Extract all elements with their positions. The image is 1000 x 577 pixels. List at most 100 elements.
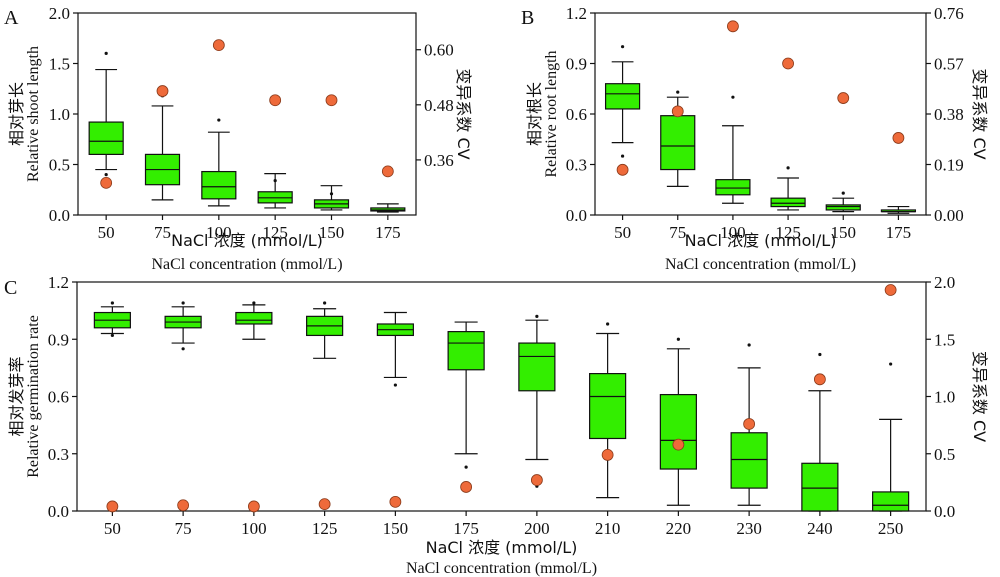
y-tick-label: 0.6 [566,105,587,124]
x-tick-label: 200 [524,519,550,538]
x-tick-label: 100 [206,223,232,242]
y-tick-label: 0.3 [48,445,69,464]
box-150 [313,185,350,211]
cv-point [782,57,794,70]
y2-tick-label: 0.57 [934,55,964,74]
outlier-point [889,362,893,366]
iqr-box [770,197,806,208]
y2-tick-label: 2.0 [934,273,955,292]
cv-point [884,284,897,296]
y-tick-label: 0.5 [49,156,70,175]
y2-tick-label: 0.48 [424,96,454,115]
outlier-point [273,179,277,183]
panel-a: A 0.0 0.5 1.0 1.5 2.0 0.36 0.48 0.60 50 75 100 125 15… [4,4,473,273]
x-axis-title-cn: NaCl 浓度 (mmol/L) [426,538,578,557]
box-50 [88,51,124,177]
plot-frame [594,12,927,216]
iqr-box [201,170,237,200]
y-tick-label: 0.9 [48,330,69,349]
iqr-box [825,204,861,211]
y2-tick-label: 0.5 [934,445,955,464]
x-tick-label: 125 [775,223,801,242]
y2-tick-label: 0.0 [934,502,955,521]
cv-point [743,418,756,430]
x-axis-title-cn: NaCl 浓度 (mmol/L) [685,231,837,250]
y2-tick-label: 0.76 [934,4,964,23]
box-175 [880,205,917,214]
box-125 [306,301,344,359]
y-axis-title: Relative shoot length [25,46,42,182]
panel-letter: B [521,7,534,29]
outlier-point [535,314,539,318]
box-50 [604,45,641,158]
x-tick-label: 175 [453,519,479,538]
x-axis-title: NaCl concentration (mmol/L) [665,256,856,273]
cv-point [813,373,826,386]
iqr-box [660,115,696,171]
box-100 [715,95,751,204]
box-100 [201,118,237,207]
outlier-point [464,465,468,469]
y2-axis-title: 变异系数 CV [970,68,989,159]
panel-letter: A [4,7,19,29]
y-tick-label: 1.5 [49,55,70,74]
iqr-box [589,373,627,440]
x-tick-label: 230 [736,519,762,538]
box-75 [144,94,181,201]
outlier-point [323,301,327,305]
box-220 [659,337,697,506]
x-tick-label: 150 [383,519,409,538]
outlier-point [104,51,108,56]
x-tick-label: 50 [98,223,115,242]
iqr-box [801,462,839,512]
y-tick-label: 2.0 [49,4,70,23]
cv-point [727,20,739,33]
cv-point [212,39,225,52]
iqr-box [88,121,124,156]
outlier-point [747,343,751,347]
outlier-point [841,191,845,195]
box-150 [825,191,861,213]
outlier-point [181,347,185,351]
iqr-box [730,432,768,489]
y-tick-label: 1.2 [48,273,69,292]
panel-b: B 0.0 0.3 0.6 0.9 1.2 0.00 0.19 0.38 0.57 0.76 50 75… [521,4,989,273]
cv-point [616,163,629,176]
box-250 [872,362,910,512]
y2-tick-label: 0.00 [934,206,964,225]
y-tick-label: 0.0 [566,206,587,225]
y-axis-title-cn: 相对发芽率 [7,356,26,436]
box-125 [770,166,806,211]
cv-point [530,474,543,486]
y-tick-label: 1.2 [566,4,587,23]
box-210 [589,322,627,499]
x-tick-label: 100 [720,223,746,242]
y-tick-label: 0.0 [49,206,70,225]
cv-point [389,495,402,508]
cv-point [247,500,260,513]
x-axis-title: NaCl concentration (mmol/L) [406,560,597,577]
outlier-point [818,352,822,357]
panel-letter: C [4,277,17,299]
y-axis-title: Relative root length [543,50,560,177]
outlier-point [676,337,680,341]
cv-point [837,92,850,104]
iqr-box [604,83,641,110]
cv-point [381,165,394,178]
y2-tick-label: 1.5 [934,330,955,349]
box-240 [801,352,839,512]
iqr-box [659,393,697,470]
cv-point [177,499,190,512]
y2-tick-label: 0.38 [934,105,964,124]
x-tick-label: 240 [807,519,833,538]
x-tick-label: 125 [312,519,338,538]
cv-point [156,85,169,97]
y2-tick-label: 0.60 [424,41,454,60]
cv-point [325,94,338,107]
panel-c: C 0.0 0.3 0.6 0.9 1.2 0.0 0.5 1.0 1.5 2.0 50 75 100 12… [4,273,989,577]
cv-point [269,94,282,107]
outlier-point [620,154,625,158]
y2-tick-label: 0.19 [934,156,964,175]
x-tick-label: 175 [886,223,912,242]
